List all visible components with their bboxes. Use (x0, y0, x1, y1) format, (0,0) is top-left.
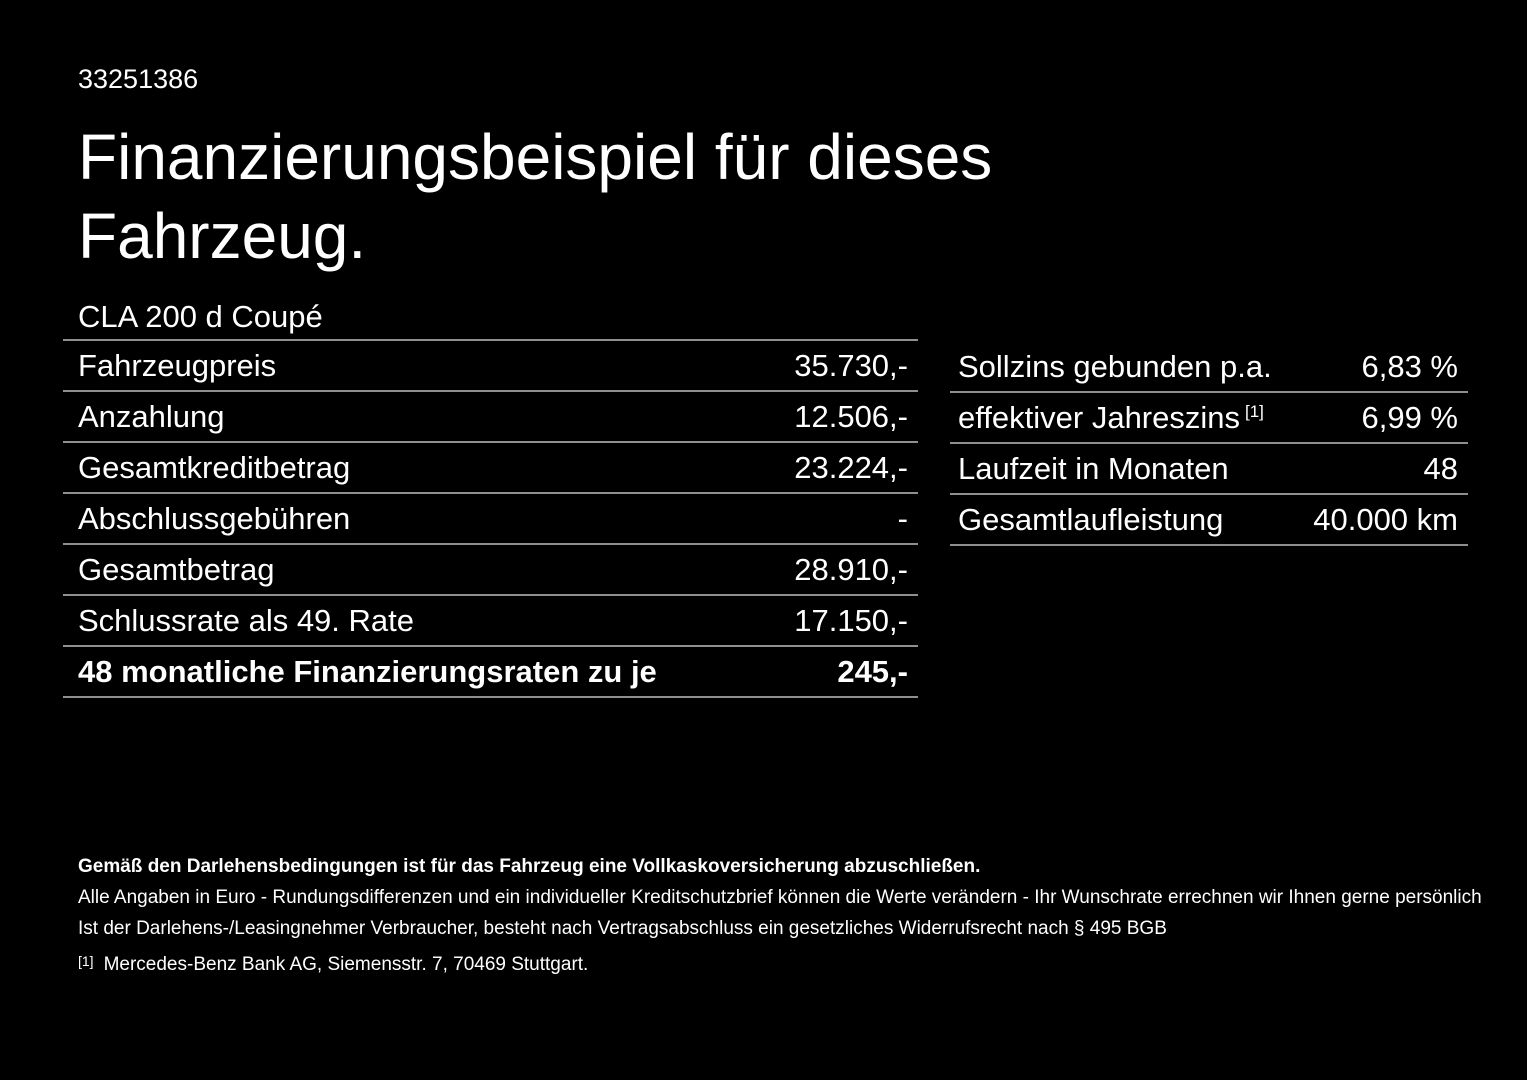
row-value: 40.000 km (1313, 501, 1458, 537)
table-row-anzahlung: Anzahlung 12.506,- (63, 392, 918, 443)
table-row-effektiver-jahreszins: effektiver Jahreszins [1] 6,99 % (950, 393, 1468, 444)
row-value: 12.506,- (794, 398, 908, 434)
disclaimer-euro: Alle Angaben in Euro - Rundungsdifferenz… (78, 887, 1482, 908)
row-label: Sollzins gebunden p.a. (958, 348, 1272, 384)
footnote: [1] Mercedes-Benz Bank AG, Siemensstr. 7,… (78, 946, 1478, 980)
row-value: 48 (1423, 450, 1458, 486)
conditions-table: Sollzins gebunden p.a. 6,83 % effektiver… (950, 342, 1468, 546)
page-title: Finanzierungsbeispiel für dieses Fahrzeu… (78, 118, 992, 276)
vehicle-model: CLA 200 d Coupé (78, 299, 323, 334)
row-value: 28.910,- (794, 551, 908, 587)
table-row-fahrzeugpreis: Fahrzeugpreis 35.730,- (63, 341, 918, 392)
disclaimer-widerrufsrecht: Ist der Darlehens-/Leasingnehmer Verbrau… (78, 918, 1167, 939)
row-label: Anzahlung (78, 398, 225, 434)
row-value: 6,83 % (1361, 348, 1458, 384)
row-label: Gesamtlaufleistung (958, 501, 1224, 537)
row-value: 6,99 % (1361, 399, 1458, 435)
row-value: 245,- (837, 653, 908, 689)
footnote-ref: [1] (1245, 401, 1264, 421)
row-label: Schlussrate als 49. Rate (78, 602, 415, 638)
row-value: 23.224,- (794, 449, 908, 485)
row-label: Abschlussgebühren (78, 500, 351, 536)
table-row-schlussrate: Schlussrate als 49. Rate 17.150,- (63, 596, 918, 647)
table-row-sollzins: Sollzins gebunden p.a. 6,83 % (950, 342, 1468, 393)
footnote-text: Mercedes-Benz Bank AG, Siemensstr. 7, 70… (103, 954, 589, 975)
row-value: 17.150,- (794, 602, 908, 638)
table-row-gesamtlaufleistung: Gesamtlaufleistung 40.000 km (950, 495, 1468, 546)
page-title-line2: Fahrzeug. (78, 200, 367, 272)
row-label: Gesamtkreditbetrag (78, 449, 351, 485)
row-label: Fahrzeugpreis (78, 347, 277, 383)
disclaimer-insurance: Gemäß den Darlehensbedingungen ist für d… (78, 856, 981, 877)
row-value: 35.730,- (794, 347, 908, 383)
document-id: 33251386 (78, 64, 199, 94)
row-label: 48 monatliche Finanzierungsraten zu je (78, 653, 657, 689)
table-row-gesamtkreditbetrag: Gesamtkreditbetrag 23.224,- (63, 443, 918, 494)
table-row-laufzeit: Laufzeit in Monaten 48 (950, 444, 1468, 495)
footnote-marker: [1] (78, 953, 94, 969)
table-row-gesamtbetrag: Gesamtbetrag 28.910,- (63, 545, 918, 596)
page-title-line1: Finanzierungsbeispiel für dieses (78, 121, 993, 193)
row-label: Gesamtbetrag (78, 551, 275, 587)
table-row-abschlussgebuehren: Abschlussgebühren - (63, 494, 918, 545)
row-value: - (897, 500, 908, 536)
financing-table: Fahrzeugpreis 35.730,- Anzahlung 12.506,… (63, 339, 918, 698)
row-label: effektiver Jahreszins (958, 399, 1240, 435)
fineprint-section: Gemäß den Darlehensbedingungen ist für d… (78, 851, 1482, 980)
table-row-monatsraten: 48 monatliche Finanzierungsraten zu je 2… (63, 647, 918, 698)
row-label: Laufzeit in Monaten (958, 450, 1229, 486)
